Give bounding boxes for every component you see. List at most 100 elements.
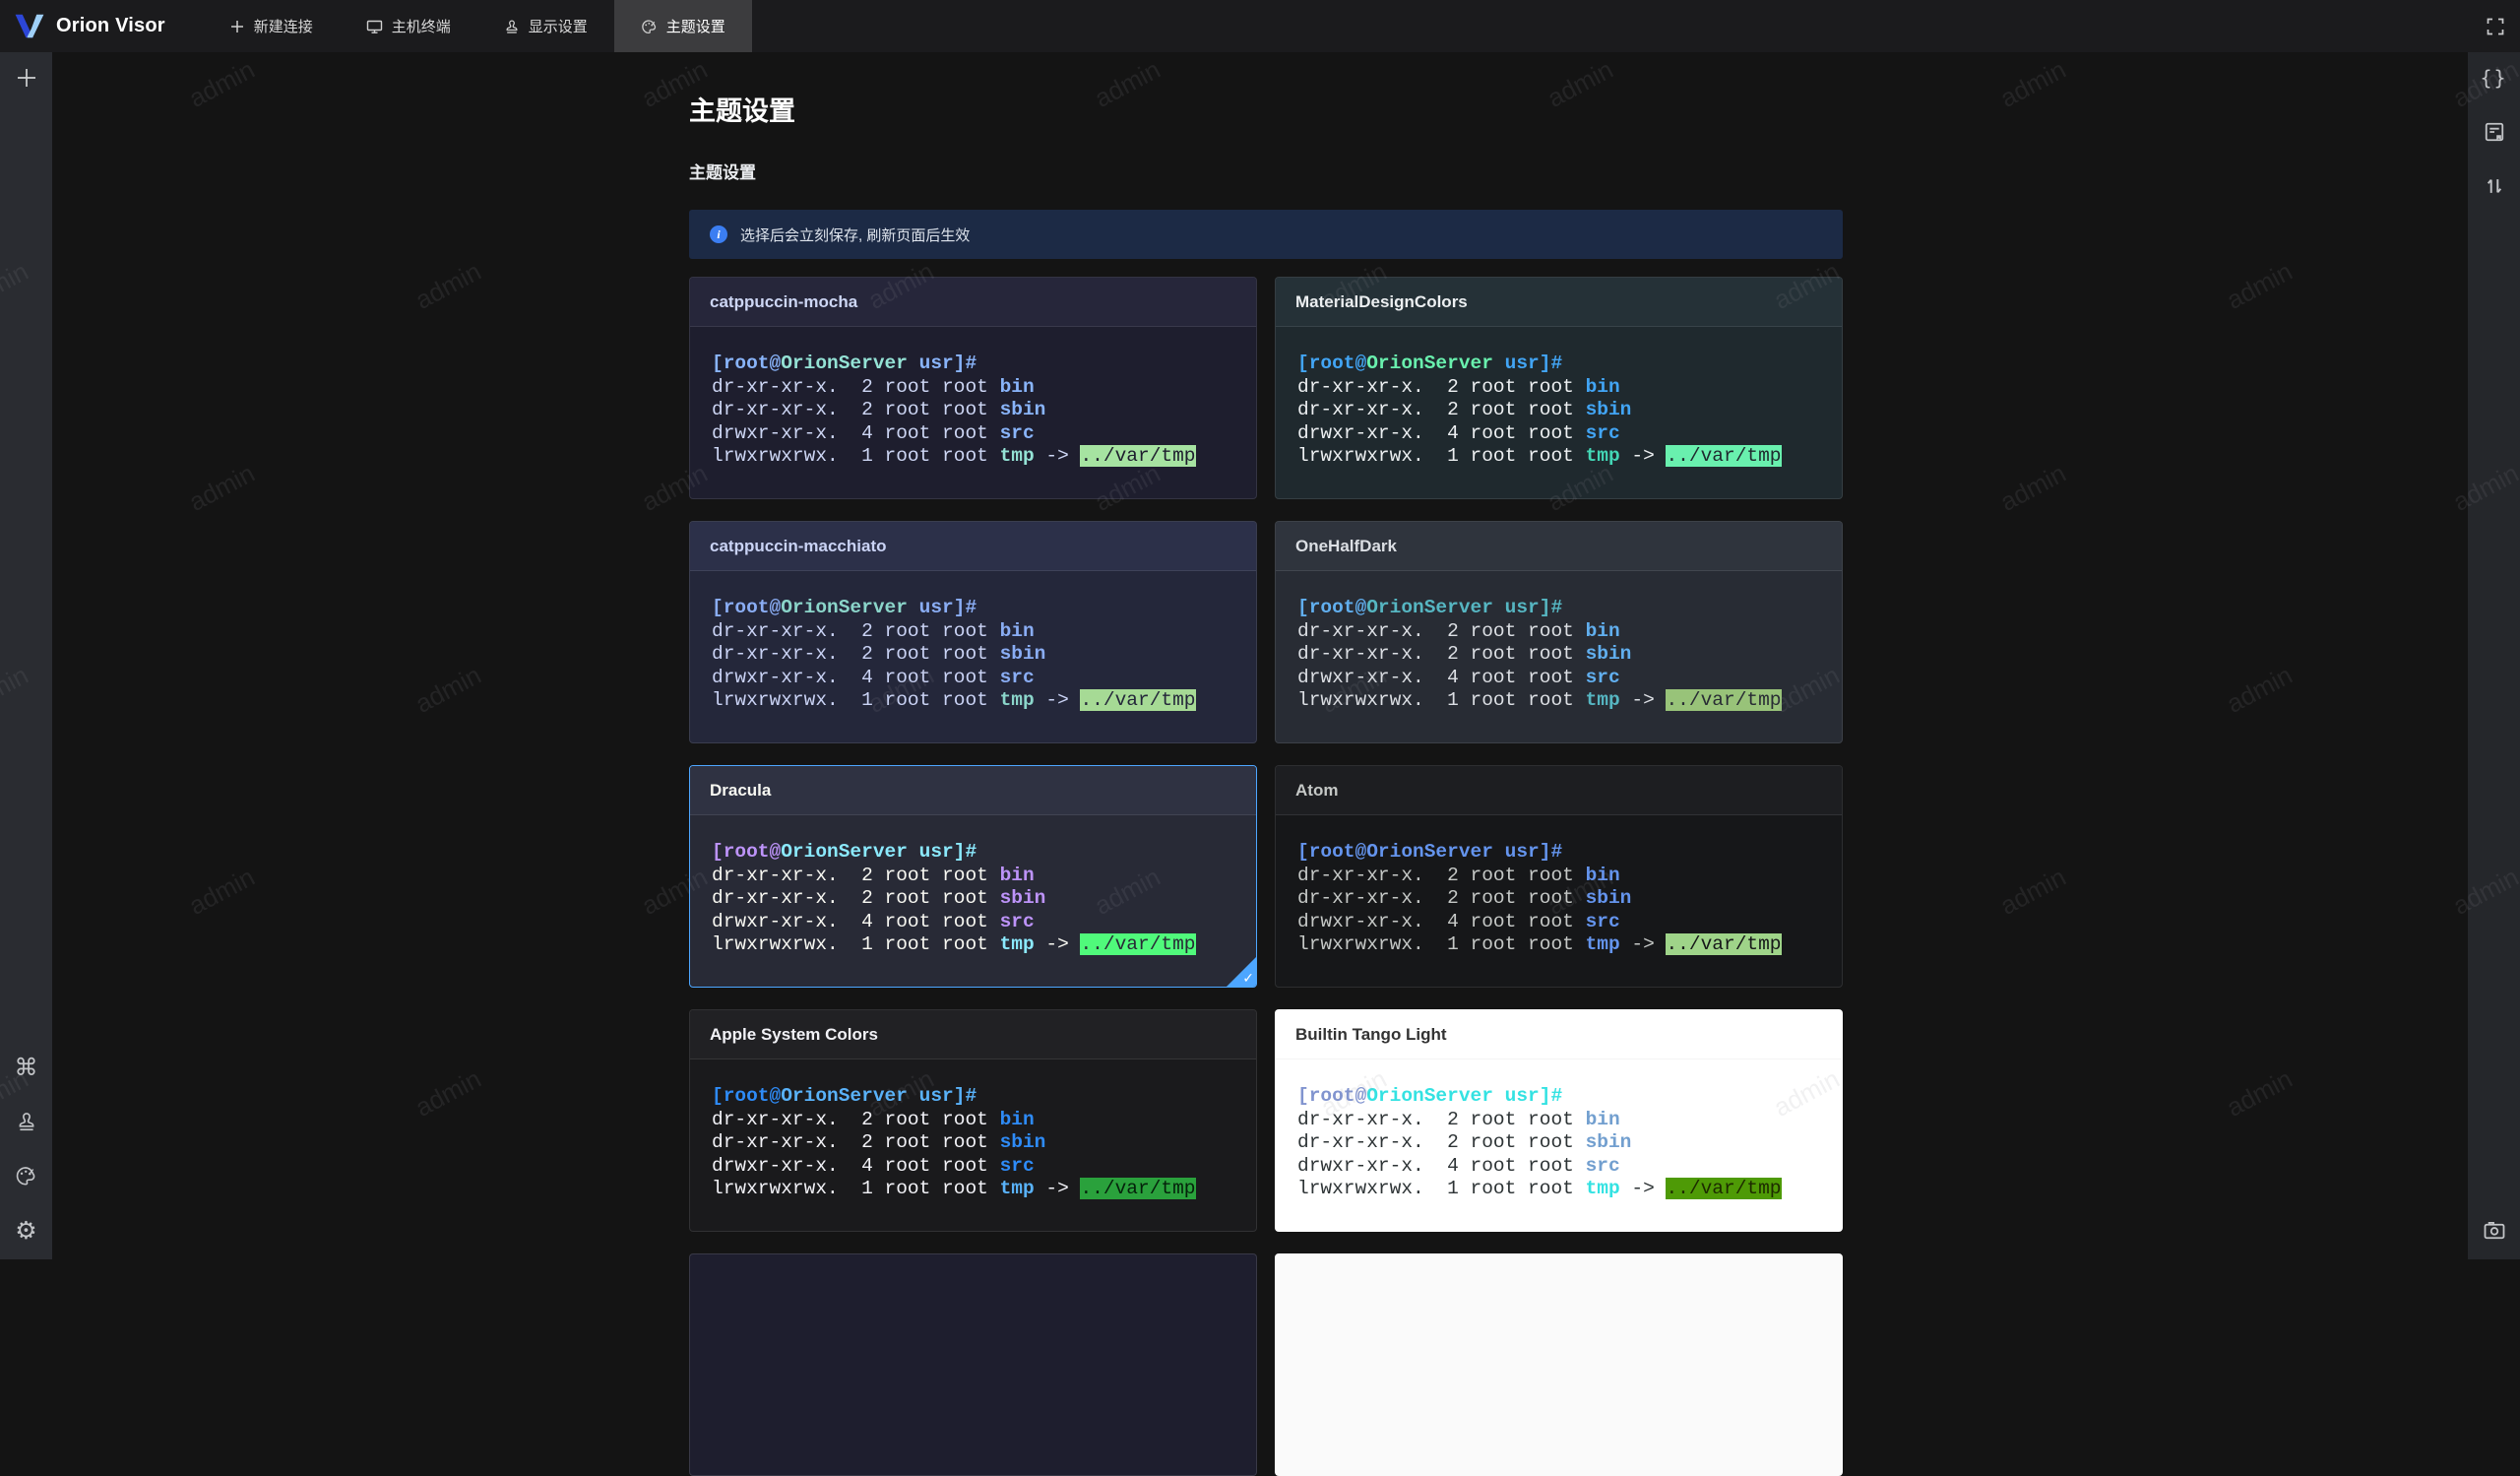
prompt-rest: usr]# [1492,597,1563,618]
file-name: bin [999,619,1035,642]
orion-visor-logo-icon [14,13,45,39]
tab-new-connection[interactable]: 新建连接 [203,0,340,52]
watermark-text: admin [410,256,486,315]
theme-name: Atom [1295,780,1339,800]
terminal-line: drwxr-xr-x. 4 root root src [1297,911,1820,934]
symlink-target: ../var/tmp [1666,1178,1782,1199]
theme-card-header: Apple System Colors [690,1010,1256,1059]
file-name: tmp [1585,689,1620,711]
theme-card-partial-1[interactable] [689,1253,1257,1476]
file-permissions: dr-xr-xr-x. 2 root root [1297,887,1586,909]
watermark-text: admin [183,862,260,921]
theme-card-partial-2[interactable] [1275,1253,1843,1476]
theme-card-header: MaterialDesignColors [1276,278,1842,327]
file-permissions: dr-xr-xr-x. 2 root root [712,1131,1000,1153]
main-content: 主题设置 主题设置 i 选择后会立刻保存, 刷新页面后生效 catppuccin… [689,52,1843,1476]
terminal-prompt-line: [root@OrionServer usr]# [712,353,1234,376]
file-name: sbin [999,643,1046,665]
terminal-line: drwxr-xr-x. 4 root root src [712,911,1234,934]
symlink-target: ../var/tmp [1666,445,1782,467]
display-settings-button[interactable] [9,1104,44,1139]
file-name: bin [1585,1108,1620,1130]
file-permissions: lrwxrwxrwx. 1 root root [1297,445,1586,467]
terminal-preview: [root@OrionServer usr]# dr-xr-xr-x. 2 roo… [690,327,1256,469]
file-permissions: lrwxrwxrwx. 1 root root [1297,1178,1586,1199]
theme-settings-button[interactable] [9,1158,44,1193]
notice-text: 选择后会立刻保存, 刷新页面后生效 [740,226,971,244]
screenshot-button[interactable] [2477,1212,2512,1248]
terminal-line: dr-xr-xr-x. 2 root root sbin [712,643,1234,667]
terminal-prompt-line: [root@OrionServer usr]# [1297,353,1820,376]
symlink-target: ../var/tmp [1080,445,1196,467]
file-permissions: lrwxrwxrwx. 1 root root [712,689,1000,711]
theme-grid: catppuccin-mocha [root@OrionServer usr]#… [689,277,1843,1476]
file-name: sbin [999,887,1046,909]
watermark-text: admin [2221,660,2298,719]
stamp-icon [504,19,520,34]
fullscreen-icon[interactable] [2486,17,2505,36]
symlink-arrow: -> [1619,1178,1667,1199]
file-permissions: dr-xr-xr-x. 2 root root [1297,619,1586,642]
terminal-line: lrwxrwxrwx. 1 root root tmp -> ../var/tm… [712,445,1234,469]
file-permissions: dr-xr-xr-x. 2 root root [712,887,1000,909]
prompt-bracket: [root@ [1297,1085,1367,1107]
file-name: sbin [1585,399,1632,420]
prompt-rest: usr]# [907,597,977,618]
watermark-text: admin [2221,1063,2298,1123]
prompt-host: OrionServer [1366,1085,1493,1107]
page-title: 主题设置 [689,96,795,126]
prompt-rest: usr]# [1492,841,1563,863]
commands-button[interactable]: ⌘ [9,1050,44,1085]
terminal-preview: [root@OrionServer usr]# dr-xr-xr-x. 2 roo… [1276,1059,1842,1201]
watermark-text: admin [410,660,486,719]
terminal-line: drwxr-xr-x. 4 root root src [1297,422,1820,446]
app-logo[interactable]: Orion Visor [0,13,189,39]
theme-card-dracula[interactable]: Dracula [root@OrionServer usr]# dr-xr-xr-… [689,765,1257,988]
terminal-prompt-line: [root@OrionServer usr]# [1297,1085,1820,1109]
terminal-line: dr-xr-xr-x. 2 root root sbin [1297,643,1820,667]
watermark-text: admin [1994,54,2071,113]
tab-label: 显示设置 [528,19,588,35]
snippets-button[interactable]: {} [2477,60,2512,96]
file-name: tmp [999,445,1035,467]
theme-card-materialdesigncolors[interactable]: MaterialDesignColors [root@OrionServer u… [1275,277,1843,499]
file-permissions: drwxr-xr-x. 4 root root [1297,910,1586,932]
theme-name: catppuccin-mocha [710,291,858,311]
theme-name: catppuccin-macchiato [710,536,887,555]
sort-arrows-icon[interactable] [2477,168,2512,204]
prompt-bracket: [root@ [1297,597,1367,618]
terminal-line: dr-xr-xr-x. 2 root root sbin [712,1131,1234,1155]
terminal-prompt-line: [root@OrionServer usr]# [1297,841,1820,865]
terminal-line: drwxr-xr-x. 4 root root src [712,1155,1234,1179]
tab-display-settings[interactable]: 显示设置 [477,0,614,52]
file-permissions: dr-xr-xr-x. 2 root root [712,1108,1000,1130]
terminal-prompt-line: [root@OrionServer usr]# [1297,597,1820,620]
theme-card-header: catppuccin-macchiato [690,522,1256,571]
prompt-host: OrionServer [1366,353,1493,374]
braces-icon: {} [2480,66,2508,90]
symlink-target: ../var/tmp [1080,689,1196,711]
symlink-arrow: -> [1034,445,1081,467]
theme-card-onehalfdark[interactable]: OneHalfDark [root@OrionServer usr]# dr-xr… [1275,521,1843,743]
palette-icon [15,1165,37,1187]
symlink-target: ../var/tmp [1080,933,1196,955]
tab-host-terminal[interactable]: 主机终端 [340,0,477,52]
monitor-icon [366,19,383,34]
file-name: tmp [1585,933,1620,955]
settings-button[interactable]: ⚙ [9,1212,44,1248]
theme-card-atom[interactable]: Atom [root@OrionServer usr]# dr-xr-xr-x. … [1275,765,1843,988]
theme-card-catppuccin-mocha[interactable]: catppuccin-mocha [root@OrionServer usr]#… [689,277,1257,499]
terminal-line: dr-xr-xr-x. 2 root root bin [1297,620,1820,644]
theme-card-apple-system-colors[interactable]: Apple System Colors [root@OrionServer us… [689,1009,1257,1232]
theme-card-builtin-tango-light[interactable]: Builtin Tango Light [root@OrionServer us… [1275,1009,1843,1232]
prompt-bracket: [root@ [1297,353,1367,374]
bookmarked-docs-button[interactable] [2477,114,2512,150]
prompt-host: OrionServer [781,353,908,374]
file-permissions: lrwxrwxrwx. 1 root root [712,1178,1000,1199]
prompt-host: OrionServer [781,597,908,618]
theme-card-catppuccin-macchiato[interactable]: catppuccin-macchiato [root@OrionServer u… [689,521,1257,743]
section-title: 主题设置 [689,163,756,182]
tab-theme-settings[interactable]: 主题设置 [613,0,752,52]
terminal-line: lrwxrwxrwx. 1 root root tmp -> ../var/tm… [712,1178,1234,1201]
add-connection-button[interactable] [9,60,44,96]
